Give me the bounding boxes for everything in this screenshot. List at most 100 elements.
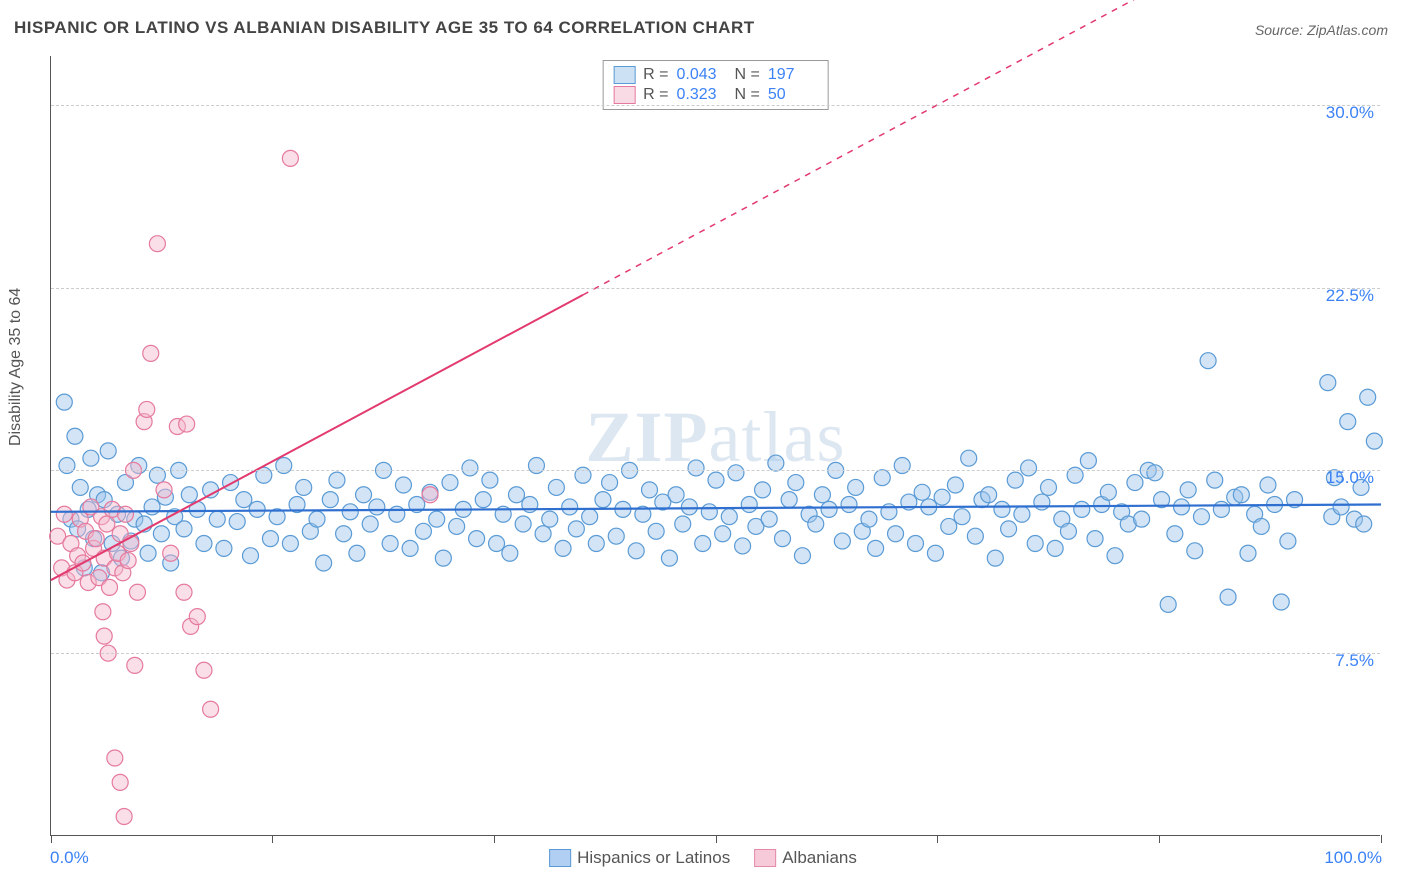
x-tick [937, 835, 938, 843]
data-point [961, 450, 977, 466]
data-point [681, 499, 697, 515]
data-point [153, 526, 169, 542]
data-point [1127, 475, 1143, 491]
data-point [296, 479, 312, 495]
data-point [140, 545, 156, 561]
data-point [701, 504, 717, 520]
series-legend: Hispanics or Latinos Albanians [549, 848, 857, 868]
y-axis-title: Disability Age 35 to 64 [7, 288, 25, 446]
data-point [987, 550, 1003, 566]
data-point [88, 531, 104, 547]
data-point [176, 521, 192, 537]
data-point [608, 528, 624, 544]
data-point [954, 509, 970, 525]
y-tick-label: 7.5% [1335, 651, 1374, 671]
data-point [475, 492, 491, 508]
data-point [715, 526, 731, 542]
trend-line-dashed [583, 0, 1381, 295]
legend-label: Hispanics or Latinos [577, 848, 730, 868]
data-point [775, 531, 791, 547]
data-point [229, 514, 245, 530]
data-point [509, 487, 525, 503]
stat-label: R = [643, 66, 668, 84]
data-point [329, 472, 345, 488]
trend-line [51, 295, 583, 580]
gridline [51, 288, 1380, 289]
data-point [176, 584, 192, 600]
data-point [107, 750, 123, 766]
data-point [56, 394, 72, 410]
data-point [967, 528, 983, 544]
data-point [99, 516, 115, 532]
data-point [1200, 353, 1216, 369]
x-tick [51, 835, 52, 843]
data-point [139, 401, 155, 417]
data-point [1007, 472, 1023, 488]
data-point [209, 511, 225, 527]
data-point [1147, 465, 1163, 481]
data-point [395, 477, 411, 493]
data-point [156, 482, 172, 498]
data-point [768, 455, 784, 471]
data-point [102, 579, 118, 595]
legend-label: Albanians [782, 848, 857, 868]
data-point [602, 475, 618, 491]
data-point [236, 492, 252, 508]
data-point [181, 487, 197, 503]
data-point [243, 548, 259, 564]
data-point [1280, 533, 1296, 549]
data-point [120, 553, 136, 569]
data-point [1180, 482, 1196, 498]
data-point [708, 472, 724, 488]
gridline [51, 653, 1380, 654]
stats-legend: R =0.043N =197R =0.323N =50 [602, 60, 829, 110]
data-point [127, 657, 143, 673]
legend-swatch [549, 849, 571, 867]
x-tick [272, 835, 273, 843]
data-point [834, 533, 850, 549]
data-point [1074, 501, 1090, 517]
data-point [994, 501, 1010, 517]
data-point [1027, 536, 1043, 552]
data-point [369, 499, 385, 515]
data-point [515, 516, 531, 532]
data-point [628, 543, 644, 559]
gridline [51, 470, 1380, 471]
data-point [429, 511, 445, 527]
data-point [934, 489, 950, 505]
data-point [282, 150, 298, 166]
data-point [1220, 589, 1236, 605]
data-point [223, 475, 239, 491]
data-point [1233, 487, 1249, 503]
legend-item: Albanians [754, 848, 857, 868]
data-point [144, 499, 160, 515]
data-point [1100, 484, 1116, 500]
data-point [548, 479, 564, 495]
data-point [595, 492, 611, 508]
data-point [116, 809, 132, 825]
data-point [196, 536, 212, 552]
data-point [489, 536, 505, 552]
data-point [462, 460, 478, 476]
data-point [1356, 516, 1372, 532]
legend-item: Hispanics or Latinos [549, 848, 730, 868]
data-point [1014, 506, 1030, 522]
data-point [1240, 545, 1256, 561]
data-point [1333, 499, 1349, 515]
scatter-svg [51, 56, 1380, 835]
data-point [196, 662, 212, 678]
x-tick [1381, 835, 1382, 843]
data-point [1360, 389, 1376, 405]
data-point [981, 487, 997, 503]
x-tick [1159, 835, 1160, 843]
data-point [96, 628, 112, 644]
data-point [249, 501, 265, 517]
r-value: 0.043 [677, 66, 727, 84]
data-point [1167, 526, 1183, 542]
data-point [262, 531, 278, 547]
data-point [95, 604, 111, 620]
r-value: 0.323 [677, 86, 727, 104]
data-point [1060, 523, 1076, 539]
data-point [389, 506, 405, 522]
data-point [67, 428, 83, 444]
